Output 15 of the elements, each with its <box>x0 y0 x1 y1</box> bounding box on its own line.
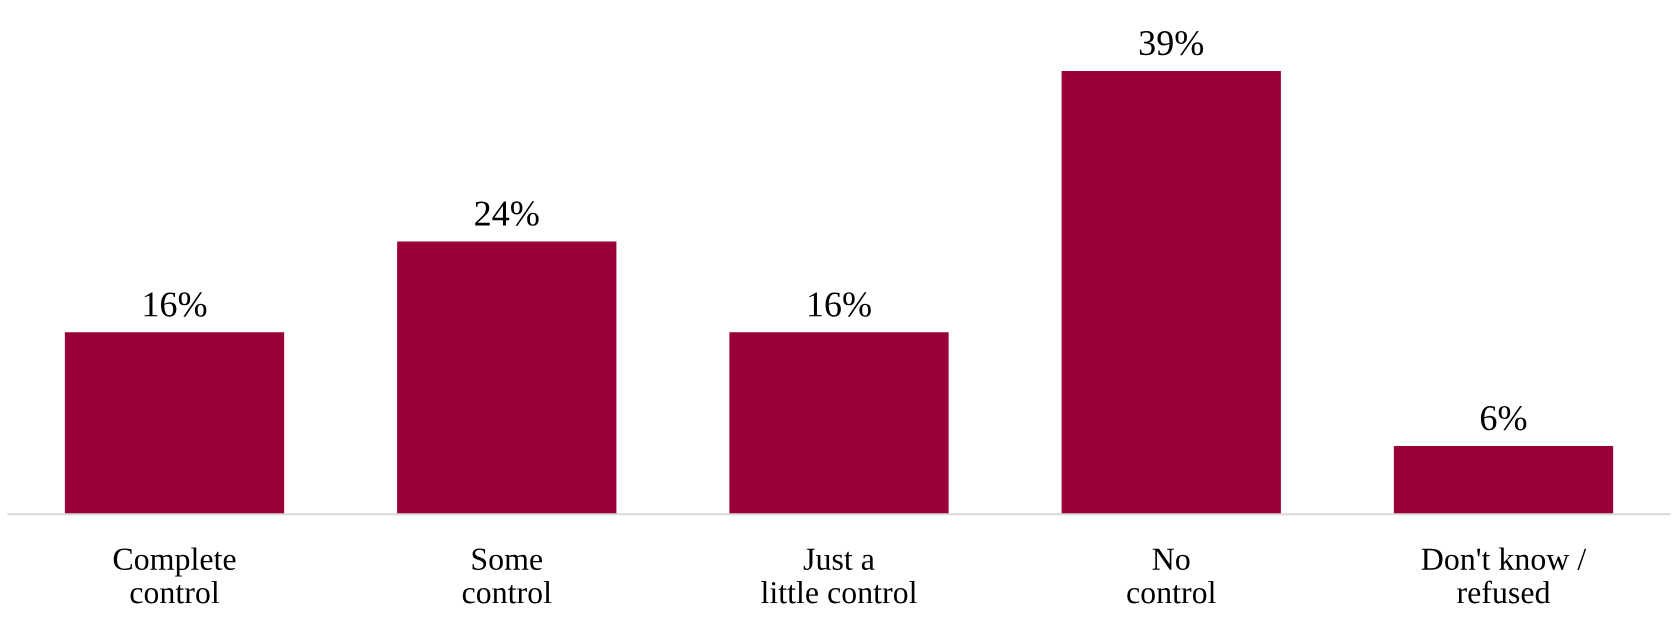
bar <box>64 332 285 515</box>
data-label: 16% <box>144 292 207 317</box>
x-tick-label: Complete control <box>113 547 236 604</box>
data-label: 16% <box>809 292 871 317</box>
x-tick-label: Some control <box>462 548 552 604</box>
x-tick-label: Don't know / refused <box>1421 547 1587 604</box>
x-tick-label: No control <box>1127 548 1216 604</box>
bar <box>729 332 949 515</box>
data-label: 6% <box>1480 405 1527 431</box>
data-label: 39% <box>1139 30 1204 56</box>
bar <box>1393 445 1614 515</box>
bar <box>1061 70 1281 515</box>
x-tick-label: Just a little control <box>761 548 917 604</box>
bar <box>397 241 617 515</box>
data-label: 24% <box>475 201 539 226</box>
